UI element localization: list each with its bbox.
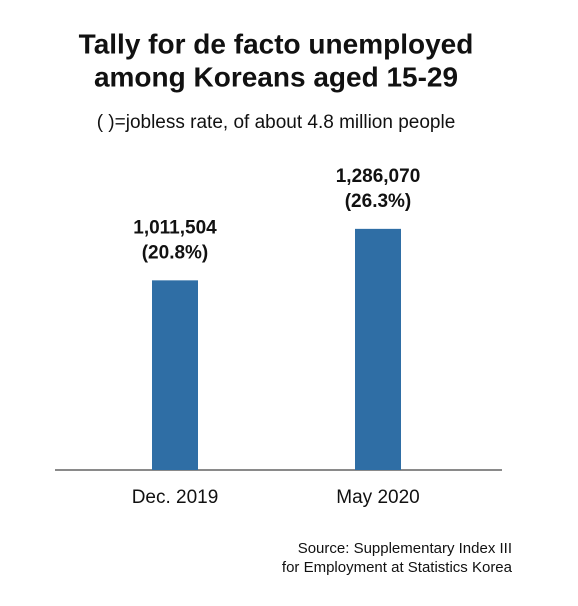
value-label: 1,286,070 (336, 166, 421, 187)
rate-label: (26.3%) (345, 191, 412, 212)
value-label: 1,011,504 (133, 217, 217, 238)
chart-title: Tally for de facto unemployed (79, 28, 474, 59)
chart-title: among Koreans aged 15-29 (94, 61, 458, 92)
x-tick-label: Dec. 2019 (132, 487, 219, 508)
source-note: Source: Supplementary Index III (298, 540, 512, 557)
chart-subtitle: ( )=jobless rate, of about 4.8 million p… (97, 112, 456, 133)
rate-label: (20.8%) (142, 242, 209, 263)
source-note: for Employment at Statistics Korea (282, 559, 513, 576)
bar (152, 280, 198, 470)
x-tick-label: May 2020 (336, 487, 419, 508)
bar (355, 228, 401, 470)
